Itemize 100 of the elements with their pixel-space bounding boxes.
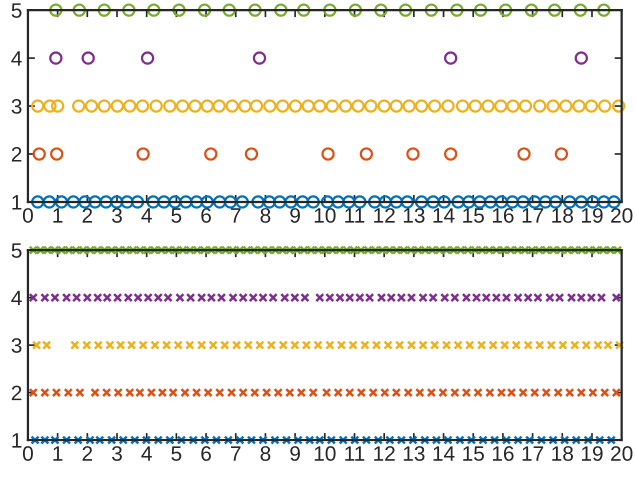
point <box>66 195 80 209</box>
point <box>73 435 83 445</box>
x-tick-label: 1 <box>53 208 62 223</box>
point <box>368 195 382 209</box>
point <box>325 340 335 350</box>
point <box>323 3 337 17</box>
point <box>506 99 520 113</box>
x-tick-label: 2 <box>82 208 92 223</box>
point <box>192 388 202 398</box>
point <box>502 435 512 445</box>
x-tick-label: 12 <box>374 208 395 223</box>
point <box>378 99 391 113</box>
point <box>308 388 318 398</box>
point <box>64 388 74 398</box>
x-tick-label: 2 <box>82 446 92 461</box>
point <box>420 435 430 445</box>
point <box>597 195 611 209</box>
point <box>28 292 38 302</box>
point <box>266 340 276 350</box>
point <box>147 3 160 17</box>
x-tick-label: 16 <box>492 208 514 223</box>
point <box>473 388 483 398</box>
point <box>168 195 182 209</box>
point <box>368 388 378 398</box>
point <box>600 388 610 398</box>
point <box>574 51 588 65</box>
point <box>138 340 148 350</box>
point <box>226 99 239 113</box>
point <box>408 435 418 445</box>
point <box>40 388 50 398</box>
point <box>333 388 343 398</box>
y-tick-label: 5 <box>12 3 22 18</box>
y-tick-label: 2 <box>12 386 22 400</box>
point <box>214 388 224 398</box>
point <box>414 195 428 209</box>
point <box>50 147 64 161</box>
point <box>235 435 245 445</box>
point <box>500 340 510 350</box>
point <box>165 435 175 445</box>
point <box>348 340 358 350</box>
point <box>583 435 593 445</box>
point <box>414 99 428 113</box>
point <box>348 3 362 17</box>
point <box>238 99 252 113</box>
x-tick-label: 8 <box>260 446 270 461</box>
point <box>204 147 218 161</box>
point <box>150 99 163 113</box>
point <box>250 388 260 398</box>
point <box>462 388 472 398</box>
point <box>130 195 144 209</box>
x-tick-label: 11 <box>345 208 364 223</box>
point <box>200 435 210 445</box>
point <box>248 3 262 17</box>
x-tick-label: 5 <box>171 446 182 461</box>
x-tick-label: 4 <box>141 208 152 223</box>
point <box>278 340 288 350</box>
point <box>564 388 574 398</box>
point <box>598 99 612 113</box>
point <box>464 340 474 350</box>
point <box>546 99 560 113</box>
point <box>212 435 222 445</box>
point <box>392 388 402 398</box>
point <box>146 195 160 209</box>
point <box>494 195 508 209</box>
point <box>50 99 64 113</box>
x-tick-label: 13 <box>404 446 425 461</box>
point <box>402 99 416 113</box>
point <box>554 147 568 161</box>
point <box>576 388 586 398</box>
point <box>244 147 258 161</box>
point <box>185 340 194 350</box>
point <box>238 388 248 398</box>
point <box>243 340 253 350</box>
point <box>220 340 230 350</box>
point <box>488 340 498 350</box>
point <box>468 99 482 113</box>
point <box>273 388 283 398</box>
point <box>430 340 440 350</box>
point <box>222 3 236 17</box>
point <box>213 195 226 209</box>
point <box>120 195 134 209</box>
point <box>142 435 152 445</box>
point <box>612 388 622 398</box>
point <box>163 99 177 113</box>
point <box>140 51 154 65</box>
point <box>394 340 404 350</box>
point <box>284 195 298 209</box>
point <box>597 3 611 17</box>
point <box>176 435 186 445</box>
point <box>336 340 346 350</box>
point <box>356 388 366 398</box>
point <box>398 3 412 17</box>
x-tick-label: 6 <box>201 446 211 461</box>
x-tick-label: 15 <box>463 446 484 461</box>
x-tick-label: 20 <box>611 208 632 223</box>
point <box>70 340 80 350</box>
point <box>444 147 458 161</box>
x-tick-label: 1 <box>53 446 62 461</box>
point <box>113 388 123 398</box>
x-tick-label: 7 <box>231 446 240 461</box>
